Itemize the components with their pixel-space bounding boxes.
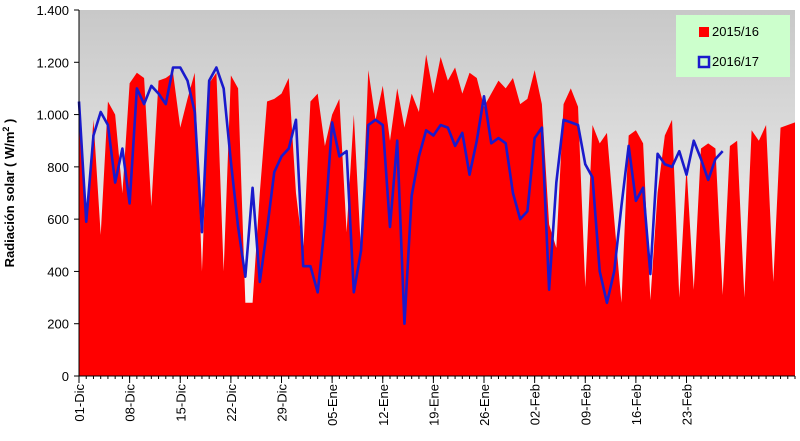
axes <box>78 10 795 377</box>
y-tick-label: 1.200 <box>36 55 69 70</box>
legend-swatch-2016-17 <box>697 55 711 69</box>
area-2015-16 <box>79 54 795 376</box>
y-tick-label: 200 <box>47 317 69 332</box>
legend-label-2015-16: 2015/16 <box>712 24 759 39</box>
x-tick-label: 23-Feb <box>680 384 695 425</box>
y-tick-label: 1.400 <box>36 3 69 18</box>
x-tick-label: 12-Ene <box>376 384 391 426</box>
legend-background <box>676 15 790 77</box>
legend-swatch-2015-16 <box>699 27 709 37</box>
series-2016-17-line <box>77 66 724 326</box>
x-tick-label: 09-Feb <box>578 384 593 425</box>
line-2016-17 <box>77 66 724 326</box>
x-tick-label: 01-Dic <box>72 384 87 422</box>
x-tick-label: 08-Dic <box>123 384 138 422</box>
y-tick-label: 1.000 <box>36 108 69 123</box>
x-tick-label: 22-Dic <box>224 384 239 422</box>
y-axis-label: Radiación solar ( W/m2 ) <box>1 119 17 268</box>
legend-label-2016-17: 2016/17 <box>712 54 759 69</box>
x-tick-label: 02-Feb <box>528 384 543 425</box>
y-tick-label: 800 <box>47 160 69 175</box>
x-tick-label: 26-Ene <box>477 384 492 426</box>
legend: 2015/16 2016/17 <box>676 15 790 77</box>
x-tick-label: 19-Ene <box>426 384 441 426</box>
y-tick-label: 400 <box>47 264 69 279</box>
x-tick-label: 05-Ene <box>325 384 340 426</box>
x-axis-ticks: 01-Dic 08-Dic 15-Dic 22-Dic 29-Dic 05-Ene 12-E… <box>72 376 796 426</box>
x-tick-label: 15-Dic <box>173 384 188 422</box>
y-tick-label: 0 <box>62 369 69 384</box>
x-tick-label: 29-Dic <box>275 384 290 422</box>
y-axis-ticks: 0 200 400 600 800 1.000 1.200 1.400 <box>36 3 79 384</box>
y-tick-label: 600 <box>47 212 69 227</box>
series-2015-16-area <box>79 54 795 376</box>
x-tick-label: 16-Feb <box>629 384 644 425</box>
